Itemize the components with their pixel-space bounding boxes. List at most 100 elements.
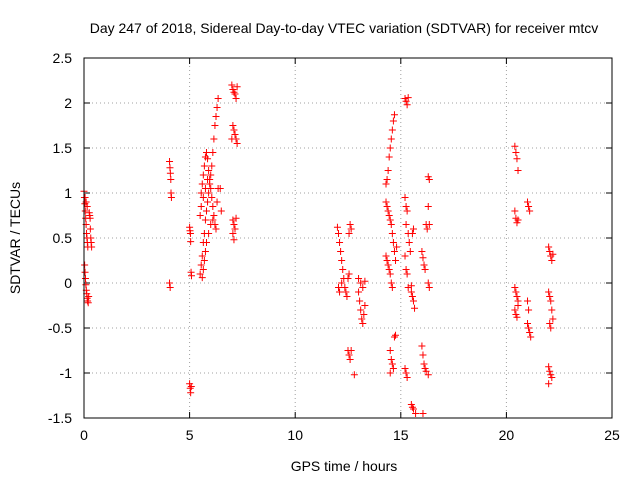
data-point (361, 277, 369, 285)
data-point (355, 288, 363, 296)
data-point (409, 405, 417, 413)
y-axis-label: SDTVAR / TECUs (7, 182, 23, 294)
data-point (382, 252, 390, 260)
data-point (383, 257, 391, 264)
data-point (359, 284, 367, 291)
data-point (546, 367, 554, 375)
data-point (390, 111, 398, 119)
data-point (212, 225, 220, 233)
data-point (511, 284, 519, 291)
data-point (333, 223, 341, 231)
data-point (527, 333, 535, 341)
y-tick-label: 1.5 (53, 140, 73, 156)
data-point (350, 371, 358, 379)
data-point (81, 207, 89, 215)
data-point (545, 243, 553, 251)
data-point (166, 279, 174, 287)
data-point (228, 135, 236, 143)
y-tick-label: 2.5 (53, 50, 73, 66)
data-point (230, 236, 238, 244)
data-point (231, 90, 239, 98)
data-point (210, 212, 218, 219)
data-point (384, 207, 392, 215)
data-point (205, 167, 213, 174)
data-point (511, 142, 519, 150)
data-point (196, 270, 204, 278)
data-point (513, 313, 521, 321)
data-point (207, 171, 215, 179)
data-point (213, 104, 221, 111)
data-point (231, 225, 239, 233)
data-point (420, 360, 428, 368)
data-point (216, 185, 224, 192)
data-point (513, 293, 521, 300)
data-point (84, 299, 92, 307)
data-point (201, 216, 209, 224)
axis-ticks: 0 5 10 15 20 25 -1.5 -1 -0.5 0 0.5 1 1.5 2 2.5 (48, 50, 620, 443)
data-point (357, 279, 365, 287)
data-point (337, 248, 345, 255)
data-point (547, 297, 555, 305)
data-point (424, 371, 432, 379)
data-point (345, 230, 353, 237)
y-tick-label: -0.5 (48, 320, 72, 336)
data-point (186, 230, 194, 237)
data-point (345, 351, 353, 359)
data-point (405, 239, 413, 246)
data-point (402, 221, 410, 228)
data-point (408, 403, 416, 411)
data-point (86, 225, 94, 233)
data-point (198, 252, 206, 260)
data-point (404, 284, 412, 291)
data-point (403, 374, 411, 381)
data-point (197, 203, 205, 210)
data-point (525, 306, 533, 314)
data-point (229, 122, 237, 129)
data-point (208, 162, 216, 170)
data-point (419, 351, 427, 359)
data-point (209, 216, 217, 224)
plot-frame (83, 57, 613, 419)
data-point (211, 122, 219, 129)
data-point (357, 306, 365, 314)
x-tick-label: 0 (80, 427, 88, 443)
data-point (209, 149, 217, 156)
data-point (334, 230, 342, 237)
data-point (346, 356, 354, 363)
data-point (86, 214, 94, 222)
data-point (403, 270, 411, 278)
data-point (525, 203, 533, 210)
data-point (198, 274, 206, 282)
data-point (401, 194, 409, 201)
data-point (384, 167, 392, 174)
data-point (548, 306, 556, 314)
data-point (88, 243, 96, 251)
data-point (545, 288, 553, 296)
x-axis-label: GPS time / hours (291, 458, 398, 474)
data-point (418, 248, 426, 255)
data-point (388, 230, 396, 237)
data-point (382, 180, 390, 188)
data-point (341, 284, 349, 291)
data-point (424, 203, 432, 210)
data-point (419, 254, 427, 262)
y-tick-label: -1 (60, 365, 73, 381)
y-tick-label: 0.5 (53, 230, 73, 246)
data-point (343, 293, 351, 300)
data-point (229, 230, 237, 237)
data-point (512, 149, 520, 156)
data-point (404, 94, 412, 102)
data-point (388, 126, 396, 134)
data-point (209, 203, 217, 210)
data-point (197, 189, 205, 197)
data-point (212, 113, 220, 120)
data-point (425, 176, 433, 183)
data-point (382, 198, 390, 206)
data-point (548, 257, 556, 264)
data-point (425, 284, 433, 291)
data-point (407, 288, 415, 296)
data-point (166, 284, 174, 291)
data-point (199, 194, 207, 201)
data-point (345, 270, 353, 278)
